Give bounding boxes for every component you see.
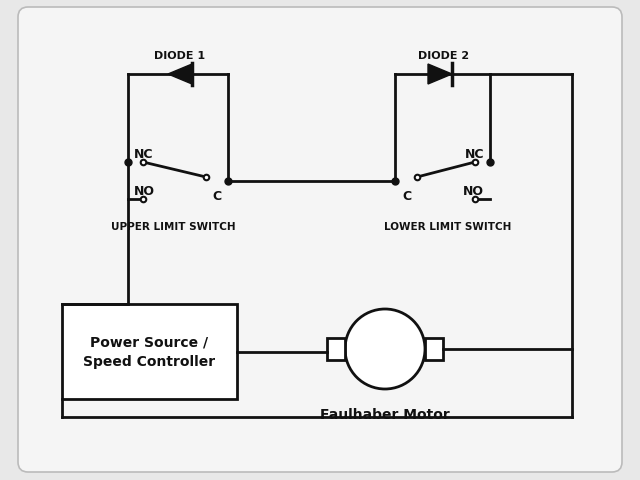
Text: NO: NO xyxy=(134,185,155,198)
Text: NC: NC xyxy=(465,148,484,161)
Bar xyxy=(62,304,237,399)
Text: LOWER LIMIT SWITCH: LOWER LIMIT SWITCH xyxy=(384,222,511,231)
Text: Faulhaber Motor: Faulhaber Motor xyxy=(320,407,450,421)
Polygon shape xyxy=(428,65,452,85)
Text: NO: NO xyxy=(463,185,484,198)
Polygon shape xyxy=(168,65,192,85)
Text: C: C xyxy=(402,190,411,203)
Circle shape xyxy=(345,309,425,389)
Bar xyxy=(327,338,345,360)
Text: Power Source /
Speed Controller: Power Source / Speed Controller xyxy=(83,335,216,369)
Text: C: C xyxy=(212,190,221,203)
Text: NC: NC xyxy=(134,148,154,161)
FancyBboxPatch shape xyxy=(18,8,622,472)
Text: DIODE 1: DIODE 1 xyxy=(154,51,205,61)
Bar xyxy=(425,338,443,360)
Text: UPPER LIMIT SWITCH: UPPER LIMIT SWITCH xyxy=(111,222,236,231)
Text: DIODE 2: DIODE 2 xyxy=(419,51,470,61)
